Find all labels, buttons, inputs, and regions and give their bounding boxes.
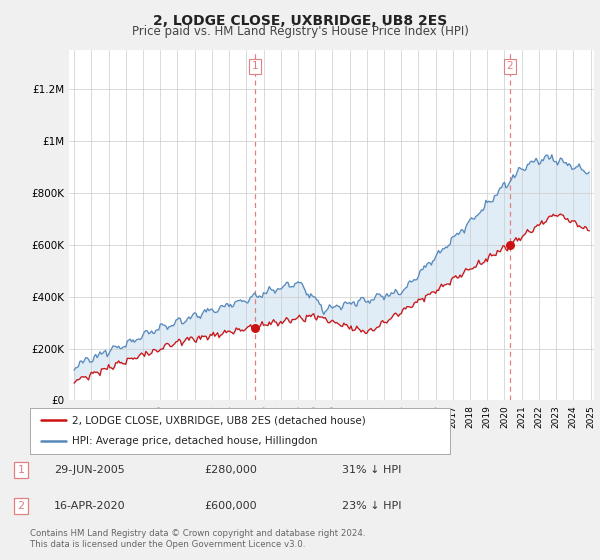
Text: 16-APR-2020: 16-APR-2020 — [54, 501, 125, 511]
Text: HPI: Average price, detached house, Hillingdon: HPI: Average price, detached house, Hill… — [72, 436, 317, 446]
Text: 1: 1 — [251, 61, 258, 71]
Point — [250, 323, 260, 332]
Text: 29-JUN-2005: 29-JUN-2005 — [54, 465, 125, 475]
Text: 2: 2 — [506, 61, 513, 71]
Text: Contains HM Land Registry data © Crown copyright and database right 2024.
This d: Contains HM Land Registry data © Crown c… — [30, 529, 365, 549]
Text: £600,000: £600,000 — [204, 501, 257, 511]
Text: 1: 1 — [17, 465, 25, 475]
Text: 31% ↓ HPI: 31% ↓ HPI — [342, 465, 401, 475]
Text: 23% ↓ HPI: 23% ↓ HPI — [342, 501, 401, 511]
Text: 2, LODGE CLOSE, UXBRIDGE, UB8 2ES: 2, LODGE CLOSE, UXBRIDGE, UB8 2ES — [153, 14, 447, 28]
Text: Price paid vs. HM Land Registry's House Price Index (HPI): Price paid vs. HM Land Registry's House … — [131, 25, 469, 38]
Text: £280,000: £280,000 — [204, 465, 257, 475]
Point — [505, 240, 514, 249]
Text: 2: 2 — [17, 501, 25, 511]
Text: 2, LODGE CLOSE, UXBRIDGE, UB8 2ES (detached house): 2, LODGE CLOSE, UXBRIDGE, UB8 2ES (detac… — [72, 415, 366, 425]
